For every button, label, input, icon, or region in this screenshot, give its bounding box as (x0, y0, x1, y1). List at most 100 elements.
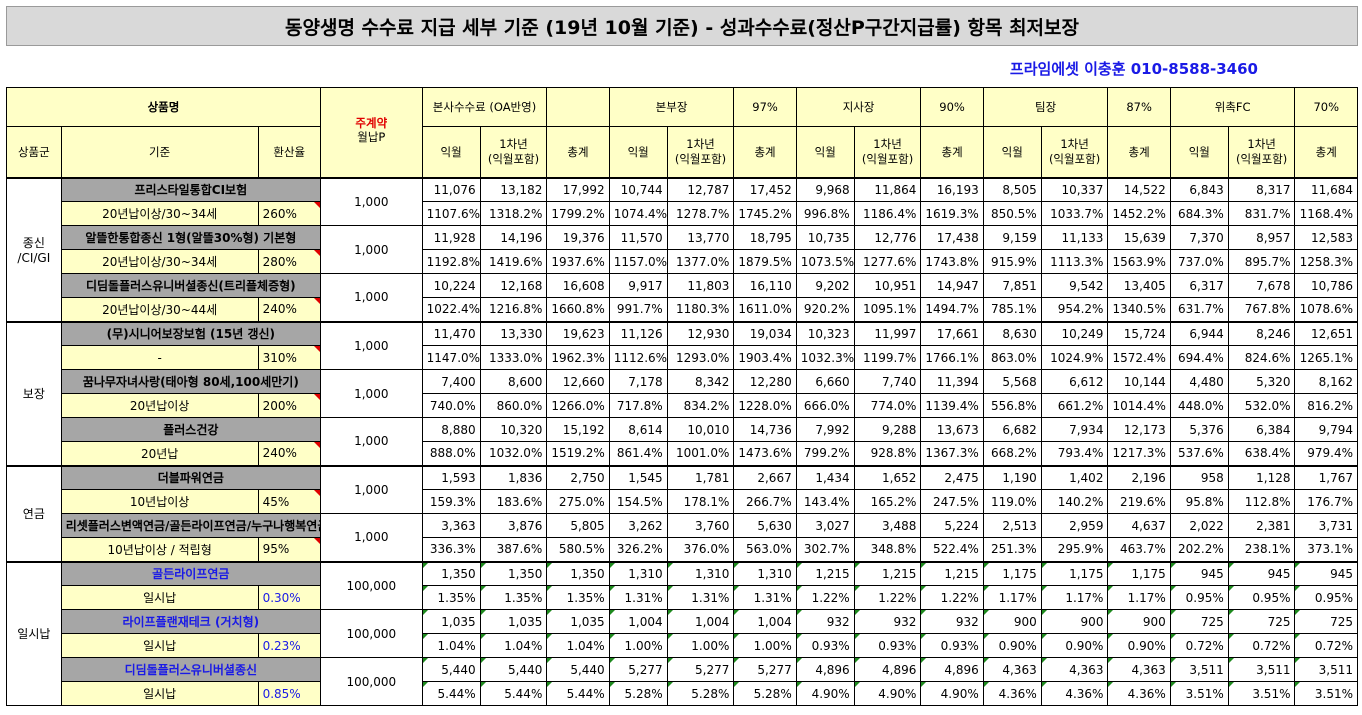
amount-cell: 1,215 (795, 560, 855, 586)
amount-cell: 12,651 (1294, 320, 1358, 346)
percent-cell: 1318.2% (479, 201, 548, 226)
percent-cell: 895.7% (1227, 249, 1296, 274)
percent-cell: 387.6% (479, 537, 548, 562)
amount-cell: 4,896 (853, 657, 922, 682)
amount-cell: 9,968 (795, 176, 855, 202)
amount-cell: 6,843 (1169, 176, 1229, 202)
header-block-name: 위촉FC (1169, 87, 1296, 127)
amount-cell: 19,376 (546, 225, 610, 250)
amount-cell: 11,928 (421, 225, 481, 250)
amount-cell: 12,280 (733, 369, 797, 394)
amount-cell: 4,363 (982, 657, 1042, 682)
percent-cell: 1139.4% (920, 393, 984, 418)
percent-cell: 1519.2% (546, 441, 610, 466)
percent-cell: 0.90% (982, 633, 1042, 658)
amount-cell: 1,593 (421, 464, 481, 490)
percent-cell: 1112.6% (608, 345, 668, 370)
amount-cell: 16,193 (920, 176, 984, 202)
amount-cell: 19,034 (733, 320, 797, 346)
amount-cell: 12,583 (1294, 225, 1358, 250)
amount-cell: 14,196 (479, 225, 548, 250)
percent-cell: 831.7% (1227, 201, 1296, 226)
amount-cell: 5,277 (666, 657, 735, 682)
amount-cell: 4,480 (1169, 369, 1229, 394)
percent-cell: 1419.6% (479, 249, 548, 274)
amount-cell: 1,310 (666, 560, 735, 586)
percent-cell: 238.1% (1227, 537, 1296, 562)
amount-cell: 5,630 (733, 513, 797, 538)
amount-cell: 7,678 (1227, 273, 1296, 298)
percent-cell: 1494.7% (920, 297, 984, 322)
amount-cell: 1,545 (608, 464, 668, 490)
monthly-premium: 100,000 (319, 560, 423, 610)
amount-cell: 2,381 (1227, 513, 1296, 538)
percent-cell: 1168.4% (1294, 201, 1358, 226)
amount-cell: 900 (1040, 609, 1109, 634)
amount-cell: 2,667 (733, 464, 797, 490)
percent-cell: 1.00% (666, 633, 735, 658)
percent-cell: 3.51% (1227, 681, 1296, 706)
product-name: 리셋플러스변액연금/골든라이프연금/누구나행복연금 (60, 513, 321, 538)
page-title: 동양생명 수수료 지급 세부 기준 (19년 10월 기준) - 성과수수료(정… (6, 6, 1358, 46)
amount-cell: 1,004 (608, 609, 668, 634)
percent-cell: 556.8% (982, 393, 1042, 418)
amount-cell: 2,022 (1169, 513, 1229, 538)
percent-cell: 1277.6% (853, 249, 922, 274)
amount-cell: 3,262 (608, 513, 668, 538)
percent-cell: 1367.3% (920, 441, 984, 466)
amount-cell: 8,317 (1227, 176, 1296, 202)
criteria: 20년납이상 (60, 393, 259, 418)
amount-cell: 10,010 (666, 417, 735, 442)
amount-cell: 10,320 (479, 417, 548, 442)
amount-cell: 10,786 (1294, 273, 1358, 298)
percent-cell: 4.36% (1040, 681, 1109, 706)
amount-cell: 15,192 (546, 417, 610, 442)
percent-cell: 860.0% (479, 393, 548, 418)
amount-cell: 945 (1294, 560, 1358, 586)
percent-cell: 1180.3% (666, 297, 735, 322)
percent-cell: 1.04% (421, 633, 481, 658)
amount-cell: 9,202 (795, 273, 855, 298)
percent-cell: 996.8% (795, 201, 855, 226)
product-name: 디딤돌플러스유니버셜종신(트리플체증형) (60, 273, 321, 298)
percent-cell: 793.4% (1040, 441, 1109, 466)
amount-cell: 13,182 (479, 176, 548, 202)
amount-cell: 900 (1107, 609, 1171, 634)
percent-cell: 0.90% (1040, 633, 1109, 658)
amount-cell: 1,767 (1294, 464, 1358, 490)
percent-cell: 563.0% (733, 537, 797, 562)
amount-cell: 725 (1294, 609, 1358, 634)
amount-cell: 12,930 (666, 320, 735, 346)
percent-cell: 0.93% (920, 633, 984, 658)
amount-cell: 5,277 (733, 657, 797, 682)
percent-cell: 4.36% (1107, 681, 1171, 706)
percent-cell: 1.04% (479, 633, 548, 658)
monthly-premium: 1,000 (319, 417, 423, 466)
criteria: 10년납이상 (60, 489, 259, 514)
group-name: 일시납 (6, 560, 62, 706)
percent-cell: 176.7% (1294, 489, 1358, 514)
amount-cell: 8,600 (479, 369, 548, 394)
percent-cell: 165.2% (853, 489, 922, 514)
header-sub: 1차년 (익월포함) (853, 126, 922, 178)
header-sub: 총계 (733, 126, 797, 178)
percent-cell: 1.35% (421, 585, 481, 610)
percent-cell: 463.7% (1107, 537, 1171, 562)
percent-cell: 1278.7% (666, 201, 735, 226)
amount-cell: 3,488 (853, 513, 922, 538)
percent-cell: 522.4% (920, 537, 984, 562)
percent-cell: 183.6% (479, 489, 548, 514)
percent-cell: 1033.7% (1040, 201, 1109, 226)
monthly-premium-label: 월납P (357, 130, 386, 145)
percent-cell: 5.28% (608, 681, 668, 706)
amount-cell: 1,402 (1040, 464, 1109, 490)
percent-cell: 915.9% (982, 249, 1042, 274)
amount-cell: 3,511 (1294, 657, 1358, 682)
percent-cell: 154.5% (608, 489, 668, 514)
criteria: 20년납 (60, 441, 259, 466)
amount-cell: 13,330 (479, 320, 548, 346)
percent-cell: 1032.3% (795, 345, 855, 370)
amount-cell: 8,505 (982, 176, 1042, 202)
product-name: 디딤돌플러스유니버셜종신 (60, 657, 321, 682)
amount-cell: 10,735 (795, 225, 855, 250)
